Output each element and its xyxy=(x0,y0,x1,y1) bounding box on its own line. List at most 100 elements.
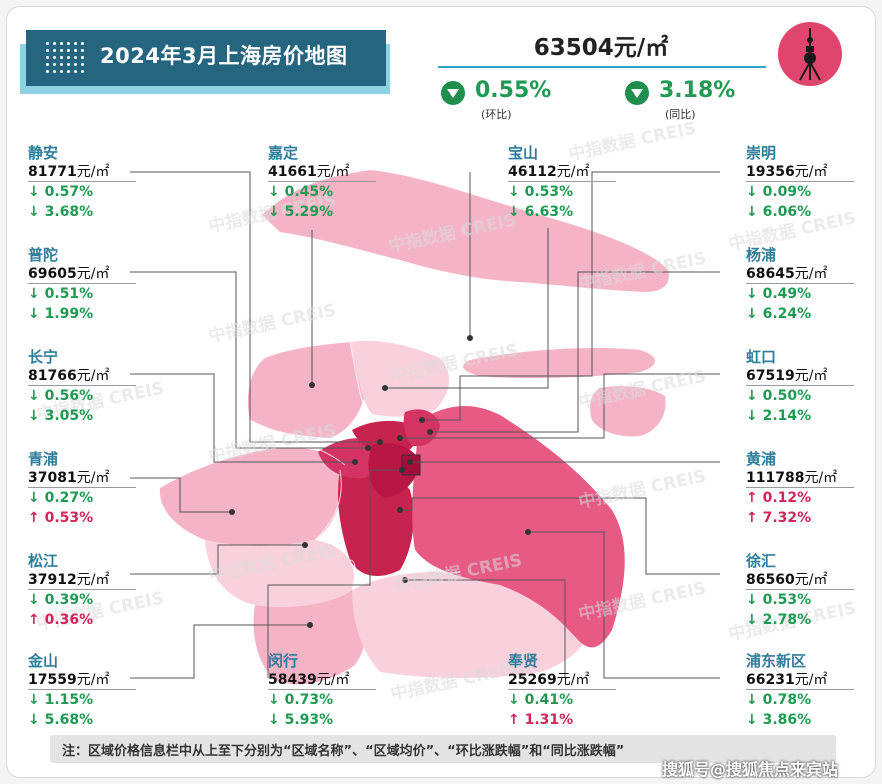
region-songjiang xyxy=(205,540,355,607)
district-card-jiading: 嘉定 41661元/㎡ ↓ 0.45% ↓ 5.29% xyxy=(268,144,392,222)
district-name: 普陀 xyxy=(28,246,59,264)
region-jiading xyxy=(247,342,369,438)
district-price: 25269元/㎡ xyxy=(508,671,616,690)
district-yoy: ↓ 6.06% xyxy=(746,204,812,220)
headline-divider xyxy=(438,66,766,68)
district-name: 嘉定 xyxy=(268,144,299,162)
footnote: 注：区域价格信息栏中从上至下分别为“区域名称”、“区域均价”、“环比涨跌幅”和“… xyxy=(62,744,625,759)
leader-dots xyxy=(229,335,531,628)
district-price: 68645元/㎡ xyxy=(746,265,854,284)
watermark-text: 中指数据 CREIS xyxy=(389,339,520,387)
district-mom: ↓ 0.53% xyxy=(508,184,574,200)
footnote-bar xyxy=(50,735,836,763)
district-name: 浦东新区 xyxy=(746,652,807,670)
district-name: 徐汇 xyxy=(746,552,777,570)
district-name: 金山 xyxy=(28,652,59,670)
district-name: 杨浦 xyxy=(746,246,777,264)
district-yoy: ↓ 5.29% xyxy=(268,204,334,220)
district-price: 81771元/㎡ xyxy=(28,163,136,182)
district-price: 81766元/㎡ xyxy=(28,367,136,386)
district-yoy: ↓ 5.68% xyxy=(28,712,94,728)
district-price: 37912元/㎡ xyxy=(28,571,136,590)
region-huangpu xyxy=(401,454,421,476)
citywide-yoy-label: (同比) xyxy=(665,108,696,121)
district-price: 17559元/㎡ xyxy=(28,671,136,690)
district-yoy: ↓ 2.78% xyxy=(746,612,812,628)
title-banner xyxy=(26,30,386,86)
district-card-huangpu: 黄浦 111788元/㎡ ↑ 0.12% ↑ 7.32% xyxy=(746,450,870,528)
district-mom: ↓ 0.49% xyxy=(746,286,812,302)
district-yoy: ↑ 1.31% xyxy=(508,712,574,728)
citywide-mom-value: 0.55% xyxy=(475,78,552,103)
district-mom: ↓ 0.41% xyxy=(508,692,574,708)
district-price: 46112元/㎡ xyxy=(508,163,616,182)
watermark-text: 中指数据 CREIS xyxy=(577,465,708,513)
district-yoy: ↑ 7.32% xyxy=(746,510,812,526)
citywide-avg-price: 63504元/㎡ xyxy=(533,35,669,61)
district-mom: ↓ 0.56% xyxy=(28,388,94,404)
region-changxing xyxy=(463,348,655,379)
district-name: 奉贤 xyxy=(508,652,539,670)
dots-decoration-icon xyxy=(44,40,86,76)
district-mom: ↓ 0.73% xyxy=(268,692,334,708)
district-price: 86560元/㎡ xyxy=(746,571,854,590)
district-yoy: ↓ 6.63% xyxy=(508,204,574,220)
district-yoy: ↓ 3.68% xyxy=(28,204,94,220)
district-mom: ↓ 1.15% xyxy=(28,692,94,708)
district-name: 黄浦 xyxy=(746,450,777,468)
district-yoy: ↓ 2.14% xyxy=(746,408,812,424)
district-name: 青浦 xyxy=(28,450,59,468)
district-yoy: ↓ 5.93% xyxy=(268,712,334,728)
district-name: 闵行 xyxy=(268,652,299,670)
district-yoy: ↓ 3.86% xyxy=(746,712,812,728)
page-title: 2024年3月上海房价地图 xyxy=(100,44,348,68)
district-mom: ↓ 0.51% xyxy=(28,286,94,302)
district-yoy: ↓ 1.99% xyxy=(28,306,94,322)
district-card-baoshan: 宝山 46112元/㎡ ↓ 0.53% ↓ 6.63% xyxy=(508,144,632,222)
district-mom: ↓ 0.78% xyxy=(746,692,812,708)
source-watermark: 搜狐号@搜狐焦点来宾站 xyxy=(662,760,839,779)
region-baoshan xyxy=(350,340,450,417)
district-yoy: ↓ 3.05% xyxy=(28,408,94,424)
district-yoy: ↓ 6.24% xyxy=(746,306,812,322)
district-price: 37081元/㎡ xyxy=(28,469,136,488)
region-core-east xyxy=(403,409,440,447)
district-card-qingpu: 青浦 37081元/㎡ ↓ 0.27% ↑ 0.53% xyxy=(28,450,152,528)
district-mom: ↓ 0.53% xyxy=(746,592,812,608)
district-mom: ↓ 0.09% xyxy=(746,184,812,200)
district-name: 宝山 xyxy=(508,144,539,162)
district-card-minhang: 闵行 58439元/㎡ ↓ 0.73% ↓ 5.93% xyxy=(268,652,392,730)
district-price: 69605元/㎡ xyxy=(28,265,136,284)
district-price: 66231元/㎡ xyxy=(746,671,854,690)
district-mom: ↓ 0.57% xyxy=(28,184,94,200)
district-price: 41661元/㎡ xyxy=(268,163,376,182)
district-card-jingan: 静安 81771元/㎡ ↓ 0.57% ↓ 3.68% xyxy=(28,144,152,222)
region-hengsha xyxy=(590,386,666,437)
district-card-chongming: 崇明 19356元/㎡ ↓ 0.09% ↓ 6.06% xyxy=(746,144,870,222)
district-card-hongkou: 虹口 67519元/㎡ ↓ 0.50% ↓ 2.14% xyxy=(746,348,870,426)
district-price: 19356元/㎡ xyxy=(746,163,854,182)
citywide-yoy-value: 3.18% xyxy=(659,78,736,103)
district-mom: ↓ 0.45% xyxy=(268,184,334,200)
district-yoy: ↑ 0.53% xyxy=(28,510,94,526)
district-mom: ↓ 0.39% xyxy=(28,592,94,608)
district-name: 崇明 xyxy=(746,144,777,162)
watermark-text: 中指数据 CREIS xyxy=(207,299,338,347)
region-jinshan xyxy=(253,590,367,685)
oriental-pearl-tower-icon xyxy=(778,22,842,86)
district-card-songjiang: 松江 37912元/㎡ ↓ 0.39% ↑ 0.36% xyxy=(28,552,152,630)
district-name: 静安 xyxy=(28,144,59,162)
district-card-jinshan: 金山 17559元/㎡ ↓ 1.15% ↓ 5.68% xyxy=(28,652,152,730)
district-card-yangpu: 杨浦 68645元/㎡ ↓ 0.49% ↓ 6.24% xyxy=(746,246,870,324)
leader-lines xyxy=(130,171,720,679)
district-name: 虹口 xyxy=(746,348,777,366)
region-pudong xyxy=(412,405,625,648)
district-price: 111788元/㎡ xyxy=(746,469,854,488)
citywide-mom-label: (环比) xyxy=(481,108,512,121)
district-mom: ↓ 0.27% xyxy=(28,490,94,506)
down-triangle-icon xyxy=(441,81,465,105)
district-card-putuo: 普陀 69605元/㎡ ↓ 0.51% ↓ 1.99% xyxy=(28,246,152,324)
district-card-pudong: 浦东新区 66231元/㎡ ↓ 0.78% ↓ 3.86% xyxy=(746,652,870,730)
region-qingpu xyxy=(159,447,345,546)
